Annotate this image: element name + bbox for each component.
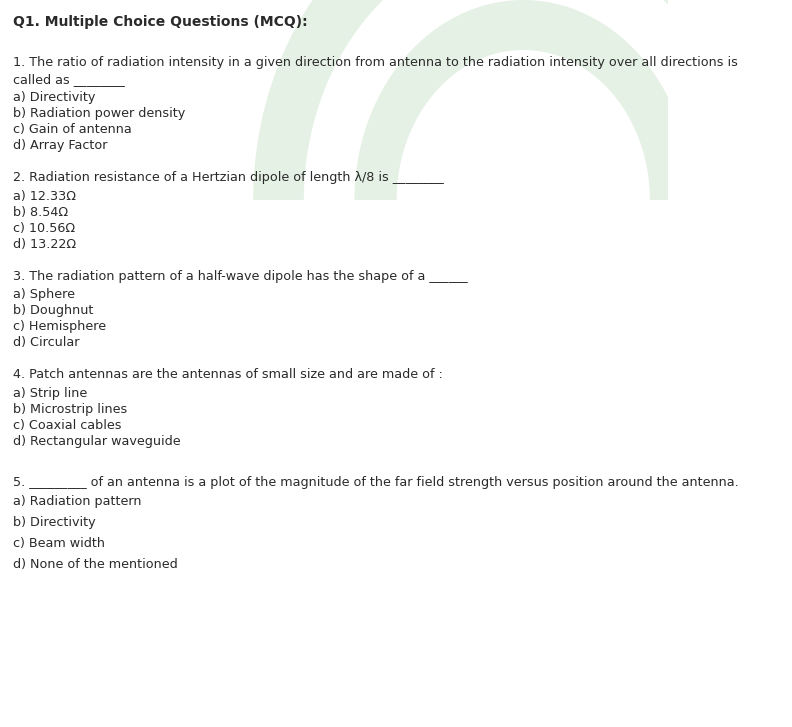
Text: c) Coaxial cables: c) Coaxial cables bbox=[13, 419, 121, 432]
Text: c) Beam width: c) Beam width bbox=[13, 537, 105, 550]
Text: c) 10.56Ω: c) 10.56Ω bbox=[13, 222, 74, 235]
Text: 2. Radiation resistance of a Hertzian dipole of length λ/8 is ________: 2. Radiation resistance of a Hertzian di… bbox=[13, 171, 444, 184]
Text: a) Directivity: a) Directivity bbox=[13, 91, 95, 104]
Text: b) 8.54Ω: b) 8.54Ω bbox=[13, 206, 68, 219]
Text: d) Circular: d) Circular bbox=[13, 336, 79, 349]
Text: d) Array Factor: d) Array Factor bbox=[13, 139, 107, 152]
Text: d) 13.22Ω: d) 13.22Ω bbox=[13, 238, 76, 251]
Text: d) None of the mentioned: d) None of the mentioned bbox=[13, 558, 177, 571]
Text: c) Gain of antenna: c) Gain of antenna bbox=[13, 123, 131, 136]
Text: a) Sphere: a) Sphere bbox=[13, 288, 74, 301]
Text: d) Rectangular waveguide: d) Rectangular waveguide bbox=[13, 435, 181, 448]
Text: a) Radiation pattern: a) Radiation pattern bbox=[13, 494, 141, 507]
Text: c) Hemisphere: c) Hemisphere bbox=[13, 320, 106, 333]
Text: b) Microstrip lines: b) Microstrip lines bbox=[13, 403, 127, 416]
PathPatch shape bbox=[253, 0, 792, 200]
Text: 4. Patch antennas are the antennas of small size and are made of :: 4. Patch antennas are the antennas of sm… bbox=[13, 368, 443, 381]
Text: Q1. Multiple Choice Questions (MCQ):: Q1. Multiple Choice Questions (MCQ): bbox=[13, 15, 307, 29]
Text: 3. The radiation pattern of a half-wave dipole has the shape of a ______: 3. The radiation pattern of a half-wave … bbox=[13, 270, 467, 283]
Text: b) Radiation power density: b) Radiation power density bbox=[13, 107, 185, 120]
Text: 5. _________ of an antenna is a plot of the magnitude of the far field strength : 5. _________ of an antenna is a plot of … bbox=[13, 476, 738, 489]
Text: a) Strip line: a) Strip line bbox=[13, 387, 87, 400]
Text: 1. The ratio of radiation intensity in a given direction from antenna to the rad: 1. The ratio of radiation intensity in a… bbox=[13, 56, 737, 69]
Text: a) 12.33Ω: a) 12.33Ω bbox=[13, 190, 76, 203]
Text: called as ________: called as ________ bbox=[13, 73, 124, 86]
Text: b) Directivity: b) Directivity bbox=[13, 515, 95, 529]
PathPatch shape bbox=[355, 0, 692, 200]
Text: b) Doughnut: b) Doughnut bbox=[13, 304, 93, 317]
